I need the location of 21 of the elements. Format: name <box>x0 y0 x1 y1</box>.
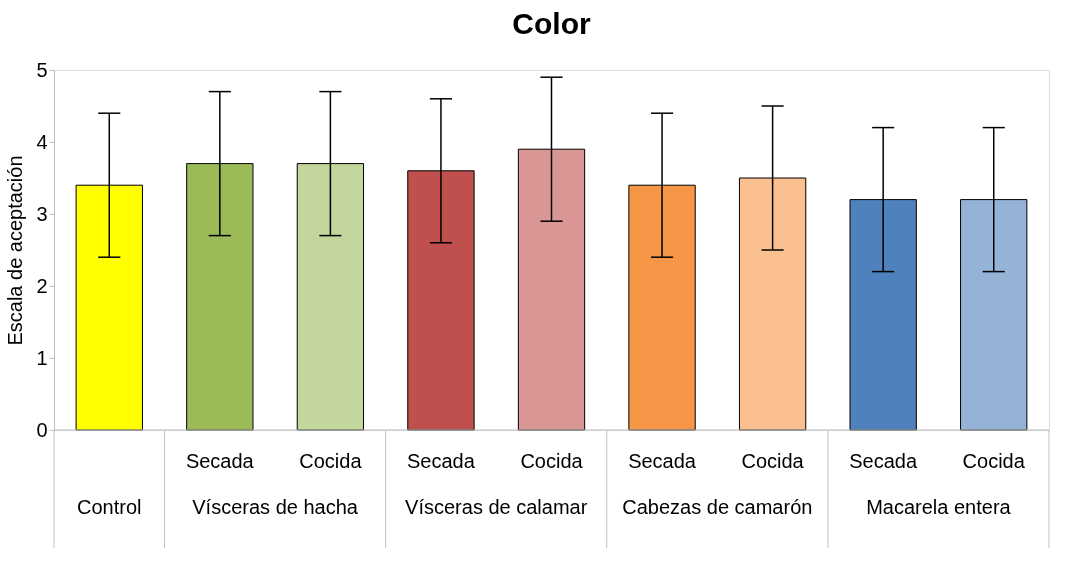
y-tick-label: 3 <box>36 202 48 225</box>
y-tick-label: 2 <box>36 274 48 297</box>
y-axis-title: Escala de aceptación <box>4 155 27 346</box>
x-tick-label: Cocida <box>299 450 363 472</box>
text: Macarela entera <box>866 496 1012 518</box>
text: Vísceras de calamar <box>405 496 588 518</box>
y-tick-label: 1 <box>36 346 48 369</box>
x-tick-label: Secada <box>849 450 918 472</box>
text: Control <box>77 496 142 518</box>
y-tick-label: 4 <box>36 130 48 153</box>
x-tick-label: Cocida <box>962 450 1026 472</box>
y-tick-label: 5 <box>36 58 48 81</box>
x-tick-label: Secada <box>407 450 476 472</box>
x-tick-label: Cocida <box>741 450 805 472</box>
chart-title: Color <box>512 7 591 40</box>
x-tick-label: Secada <box>185 450 255 472</box>
text: Vísceras de hacha <box>192 496 359 518</box>
y-tick-label: 0 <box>36 418 48 441</box>
text: Cabezas de camarón <box>622 496 813 518</box>
x-tick-label: Secada <box>628 450 697 472</box>
x-tick-label: Cocida <box>520 450 584 472</box>
